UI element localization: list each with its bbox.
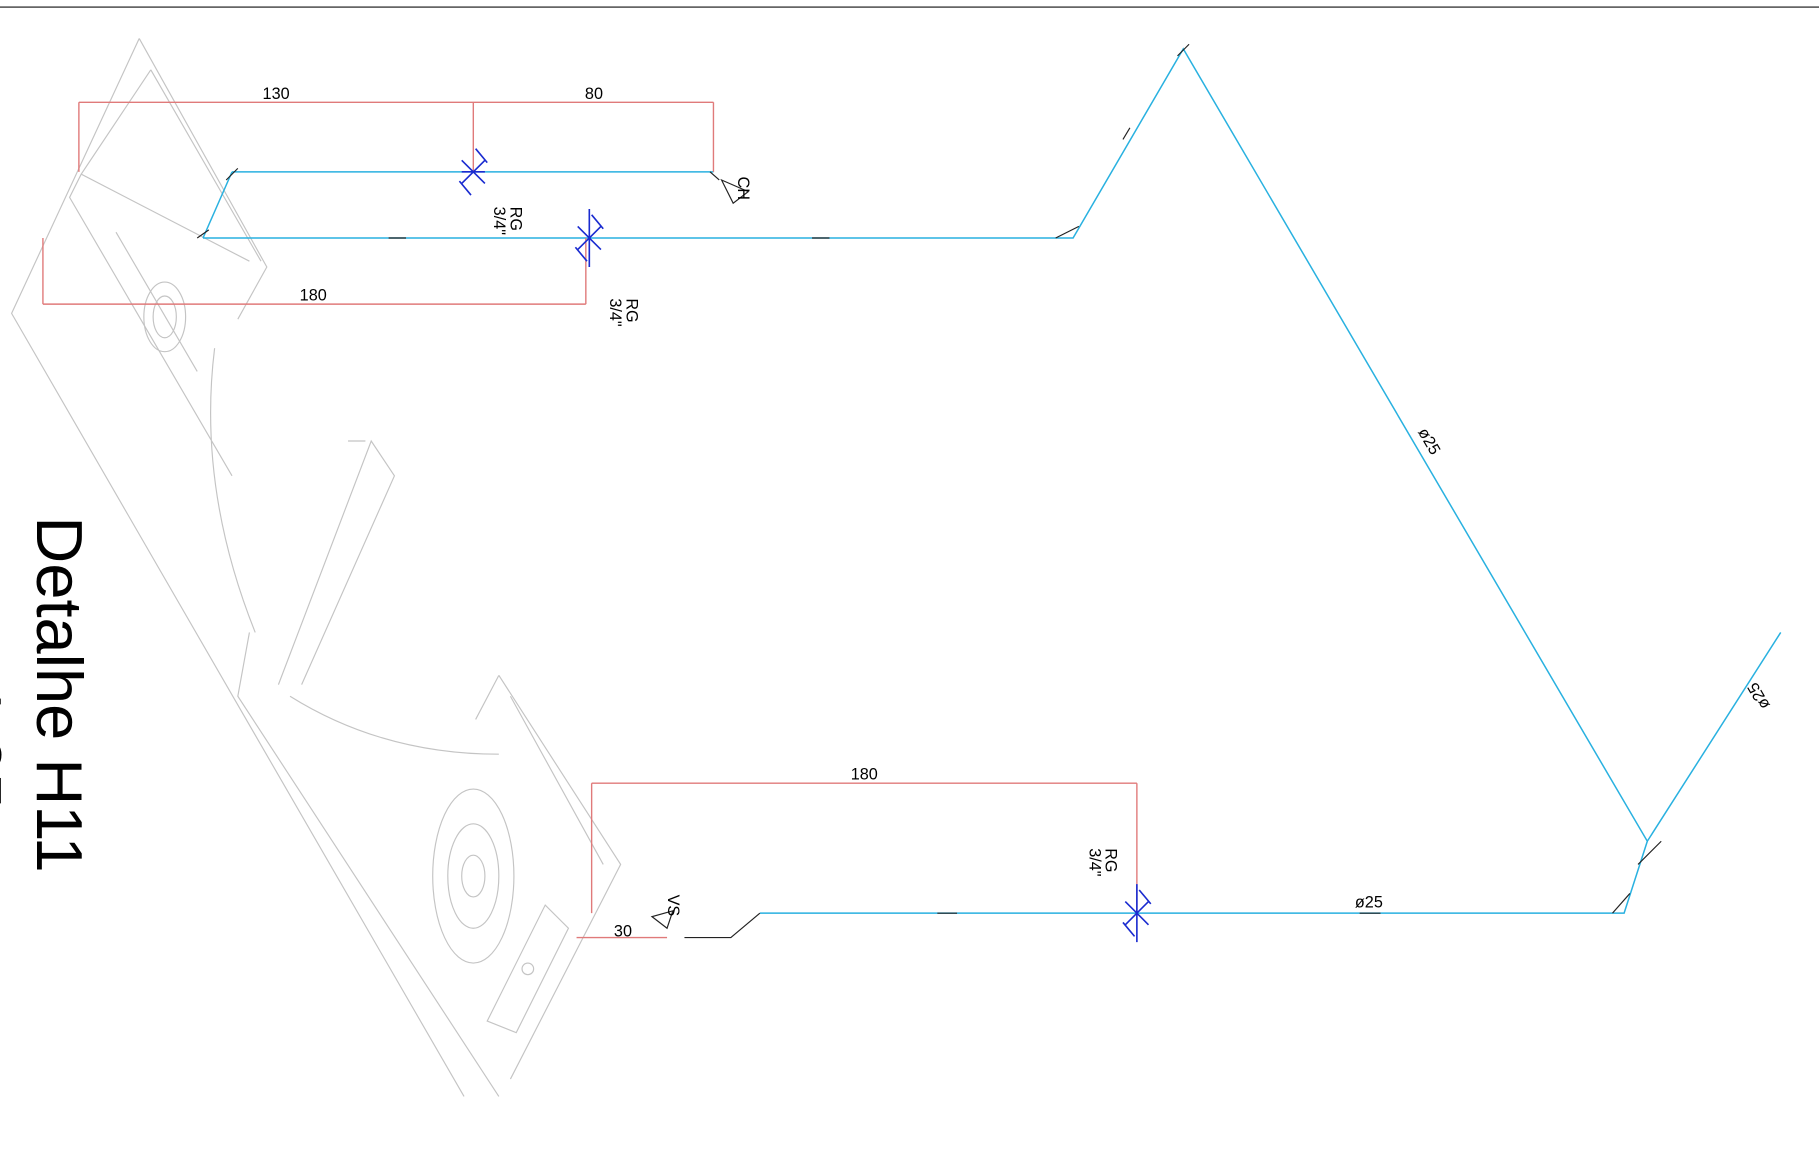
- valve-type: RG: [506, 207, 524, 231]
- valve-size: 3/4": [1085, 848, 1103, 877]
- valve-size: 3/4": [490, 207, 508, 236]
- pipe-label: ø25: [1355, 893, 1383, 911]
- dimension-label: 80: [585, 85, 603, 103]
- valve-type: RG: [622, 298, 640, 322]
- furniture: [10, 38, 622, 1097]
- dimension-label: 180: [851, 766, 878, 784]
- drawing-title: Detalhe H11: [23, 516, 96, 872]
- point-arrows: [650, 178, 750, 930]
- point-label: VS: [664, 895, 682, 917]
- dimension-label: 30: [614, 922, 632, 940]
- valves: [458, 148, 1152, 943]
- valve-size: 3/4": [606, 298, 624, 327]
- point-label: CH: [734, 177, 752, 200]
- valve-type: RG: [1102, 848, 1120, 872]
- dimension-label: 180: [300, 287, 327, 305]
- pipe-label: ø25: [1744, 679, 1774, 712]
- dimension-label: 130: [263, 85, 290, 103]
- pipe-label: ø25: [1414, 425, 1444, 458]
- dimension-lines: [42, 101, 1138, 939]
- drawing-scale: 1:25: [0, 682, 15, 808]
- pipes: [196, 43, 1782, 939]
